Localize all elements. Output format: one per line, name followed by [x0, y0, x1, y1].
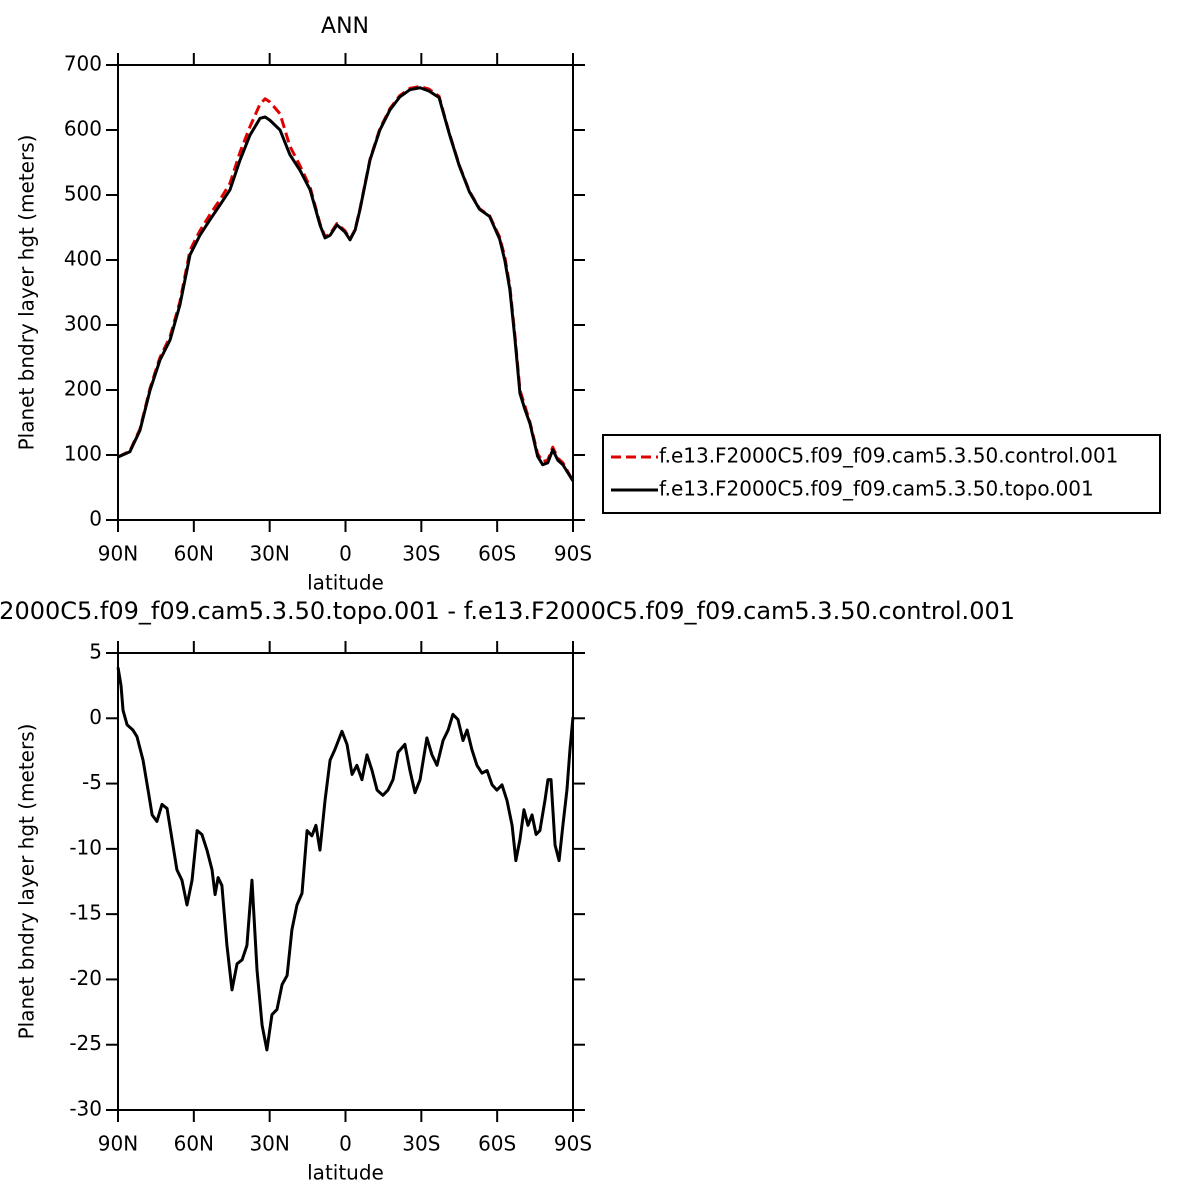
y-tick-label: -20	[69, 966, 102, 990]
y-tick-label: 0	[89, 705, 102, 729]
x-tick-label: 90S	[554, 1132, 592, 1156]
data-line	[117, 84, 575, 482]
y-tick-label: 0	[89, 507, 102, 531]
y-axis-label: Planet bndry layer hgt (meters)	[15, 135, 39, 451]
legend-label: f.e13.F2000C5.f09_f09.cam5.3.50.control.…	[659, 444, 1118, 468]
x-tick-label: 60S	[478, 542, 516, 566]
legend-box	[602, 434, 1161, 514]
y-tick-label: 500	[64, 182, 102, 206]
y-tick-label: -30	[69, 1097, 102, 1121]
x-tick-label: 0	[339, 1132, 352, 1156]
x-axis-label: latitude	[307, 571, 384, 595]
y-tick-label: 300	[64, 312, 102, 336]
y-tick-label: 600	[64, 117, 102, 141]
y-axis-label: Planet bndry layer hgt (meters)	[15, 724, 39, 1040]
plot-frame	[117, 64, 574, 521]
y-tick-label: -5	[82, 770, 102, 794]
y-tick-label: -15	[69, 901, 102, 925]
x-tick-label: 60N	[174, 542, 214, 566]
y-tick-label: -10	[69, 835, 102, 859]
x-tick-label: 0	[339, 542, 352, 566]
x-tick-label: 90S	[554, 542, 592, 566]
x-tick-label: 30N	[249, 542, 289, 566]
x-tick-label: 30S	[402, 542, 440, 566]
legend-label: f.e13.F2000C5.f09_f09.cam5.3.50.topo.001	[659, 477, 1094, 501]
data-line	[116, 667, 575, 1052]
y-tick-label: 400	[64, 247, 102, 271]
y-tick-label: 200	[64, 377, 102, 401]
x-tick-label: 60S	[478, 1132, 516, 1156]
chart-title: ANN	[321, 14, 369, 39]
x-axis-label: latitude	[307, 1161, 384, 1185]
x-tick-label: 30N	[249, 1132, 289, 1156]
x-tick-label: 90N	[98, 1132, 138, 1156]
data-line	[117, 86, 575, 482]
y-tick-label: -25	[69, 1031, 102, 1055]
chart-title: f.e13.F2000C5.f09_f09.cam5.3.50.topo.001…	[0, 597, 1015, 625]
x-tick-label: 90N	[98, 542, 138, 566]
plot-frame	[117, 652, 574, 1111]
y-tick-label: 100	[64, 442, 102, 466]
x-tick-label: 30S	[402, 1132, 440, 1156]
y-tick-label: 5	[89, 640, 102, 664]
x-tick-label: 60N	[174, 1132, 214, 1156]
y-tick-label: 700	[64, 52, 102, 76]
